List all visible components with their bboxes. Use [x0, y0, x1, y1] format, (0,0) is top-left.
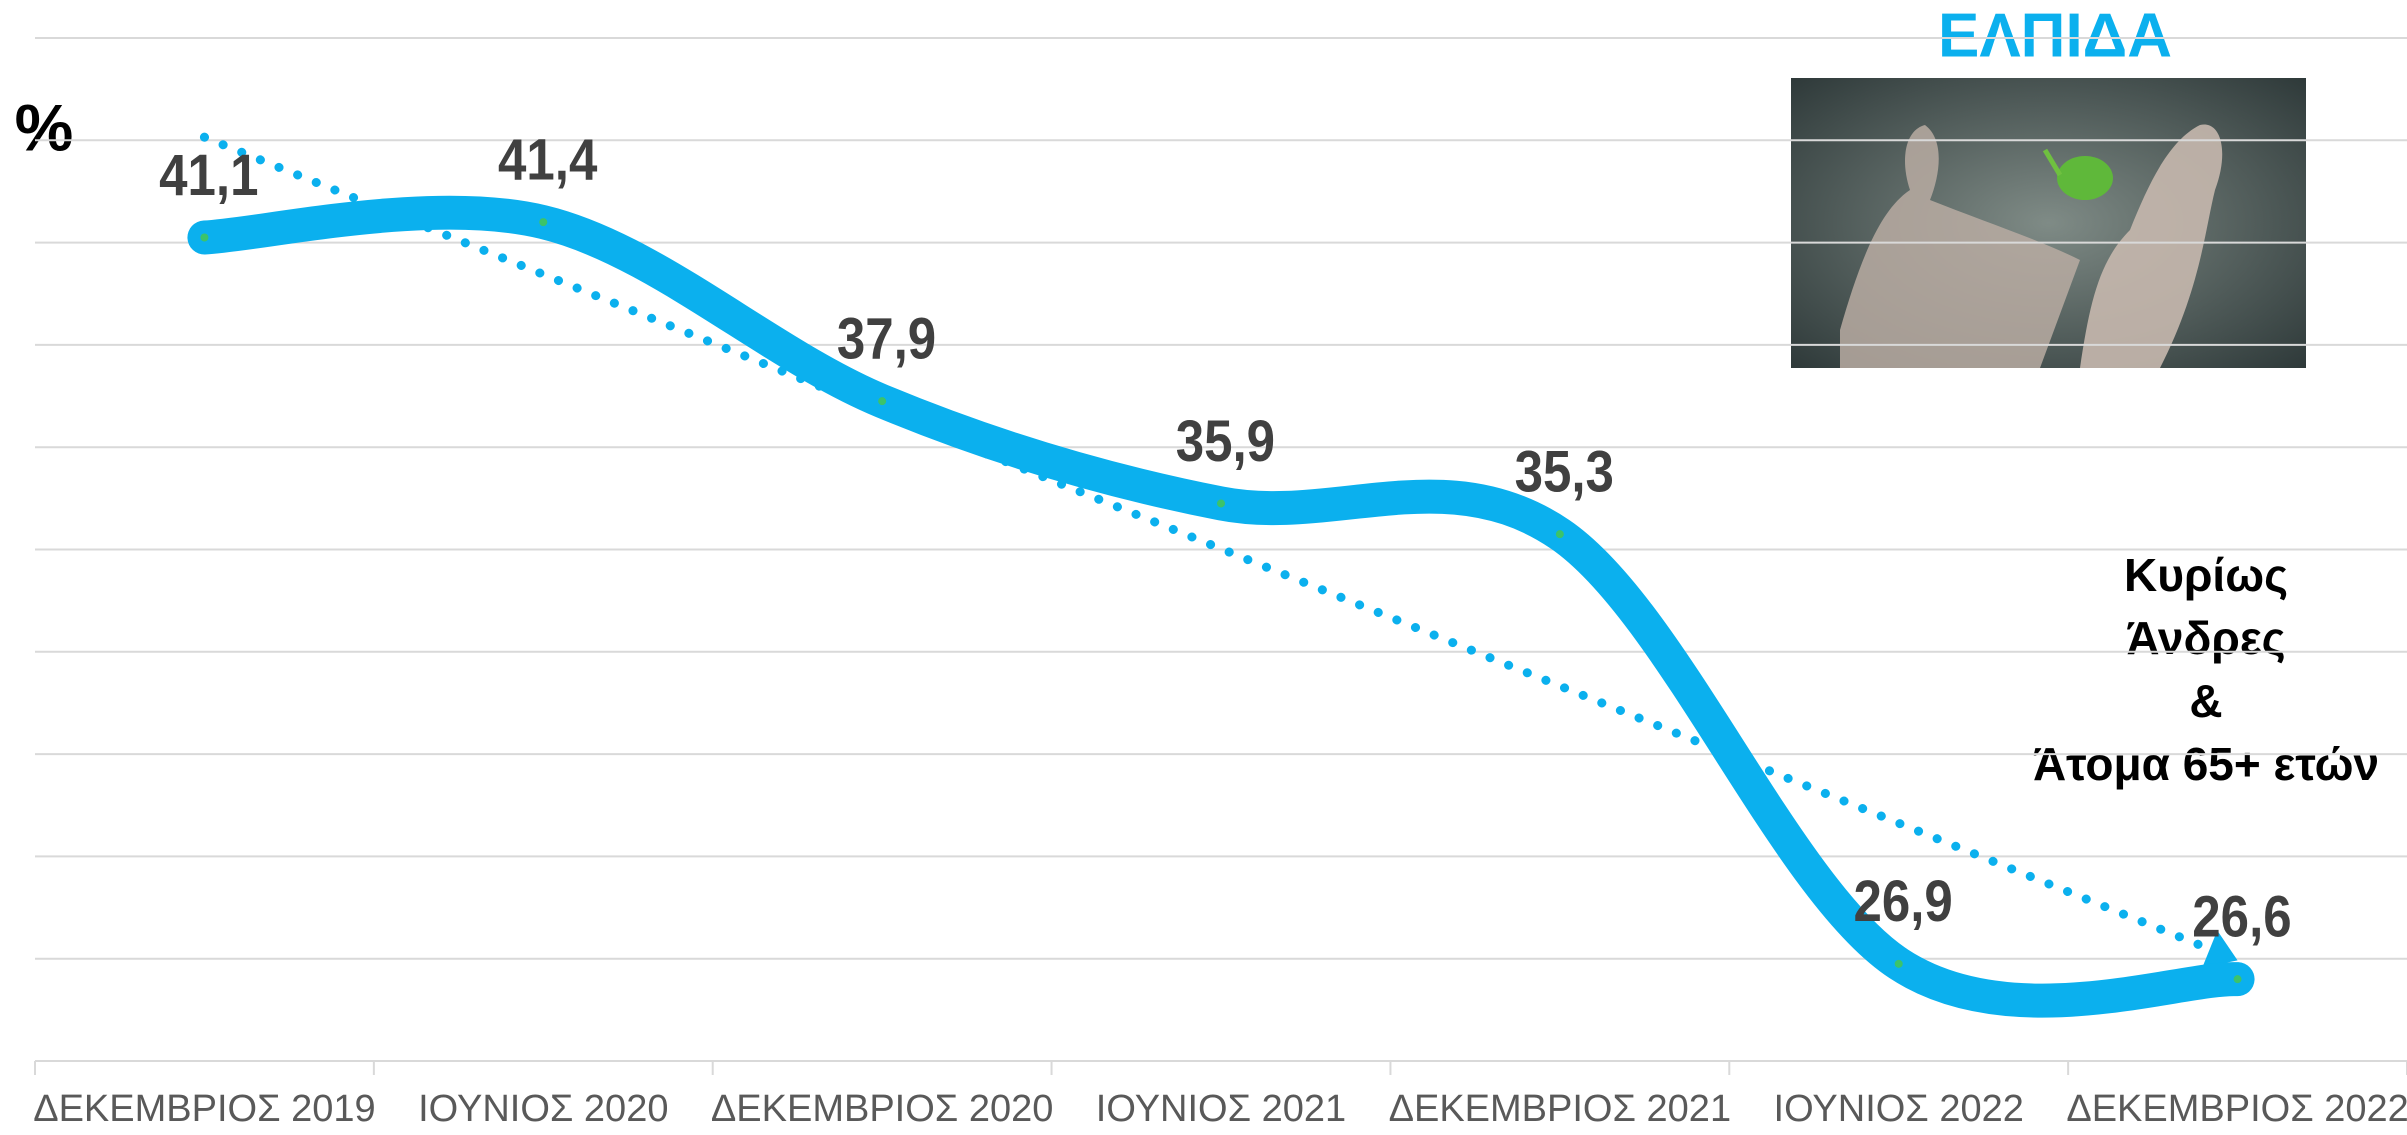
data-label: 26,9: [1853, 869, 1952, 934]
photo: [1791, 78, 2306, 368]
data-label: 35,3: [1515, 439, 1614, 504]
data-label: 26,6: [2192, 884, 2291, 949]
annotation-line: &: [2189, 675, 2222, 727]
point: [878, 397, 886, 405]
y-axis-label: %: [15, 90, 74, 164]
data-label: 41,1: [159, 143, 258, 208]
point: [1895, 960, 1903, 968]
x-tick-label: ΔΕΚΕΜΒΡΙΟΣ 2020: [711, 1088, 1053, 1130]
chart-title: ΕΛΠΙΔΑ: [1938, 1, 2172, 70]
x-tick-label: ΙΟΥΝΙΟΣ 2022: [1774, 1088, 2024, 1130]
point: [539, 218, 547, 226]
x-tick-label: ΙΟΥΝΙΟΣ 2021: [1096, 1088, 1346, 1130]
point: [1556, 530, 1564, 538]
data-label: 41,4: [498, 127, 598, 192]
point: [2234, 975, 2242, 983]
annotation-line: Άτομα 65+ ετών: [2033, 738, 2379, 790]
data-label: 37,9: [837, 306, 936, 371]
point: [200, 233, 208, 241]
x-tick-label: ΙΟΥΝΙΟΣ 2020: [418, 1088, 668, 1130]
data-label: 35,9: [1176, 409, 1275, 474]
chart: ΕΛΠΙΔΑ % Κυρίως Άνδρες & Άτομα 65+ ετών ΔΕΚ…: [0, 0, 2407, 1135]
x-tick-label: ΔΕΚΕΜΒΡΙΟΣ 2022: [2066, 1088, 2407, 1130]
annotation-line: Κυρίως: [2124, 549, 2288, 601]
annotation-line: Άνδρες: [2126, 612, 2285, 664]
point: [1217, 499, 1225, 507]
x-tick-label: ΔΕΚΕΜΒΡΙΟΣ 2019: [33, 1088, 375, 1130]
x-tick-label: ΔΕΚΕΜΒΡΙΟΣ 2021: [1389, 1088, 1731, 1130]
